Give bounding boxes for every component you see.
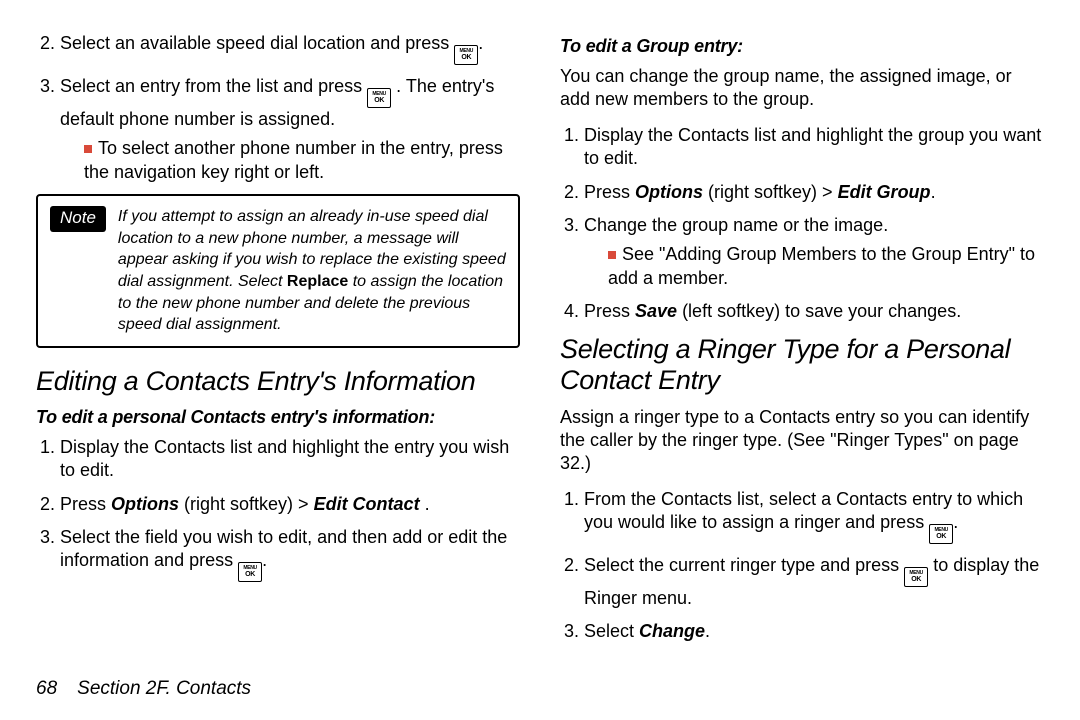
g2c: (right softkey) > <box>703 182 838 202</box>
speed-dial-steps: Select an available speed dial location … <box>36 32 520 184</box>
bullet-icon <box>608 251 616 259</box>
group-step-4: Press Save (left softkey) to save your c… <box>584 300 1044 323</box>
right-column: To edit a Group entry: You can change th… <box>560 32 1044 668</box>
g2d: Edit Group <box>838 182 931 202</box>
ringer-heading: Selecting a Ringer Type for a Personal C… <box>560 334 1044 396</box>
ringer-step-1: From the Contacts list, select a Contact… <box>584 488 1044 544</box>
group-step-1: Display the Contacts list and highlight … <box>584 124 1044 171</box>
g2a: Press <box>584 182 635 202</box>
ringer-step-3: Select Change. <box>584 620 1044 643</box>
menu-ok-icon: MENUOK <box>929 524 953 544</box>
menu-ok-icon: MENUOK <box>454 45 478 65</box>
ringer-intro: Assign a ringer type to a Contacts entry… <box>560 406 1044 476</box>
g3: Change the group name or the image. <box>584 215 888 235</box>
menu-ok-icon: MENUOK <box>904 567 928 587</box>
note-label: Note <box>50 206 106 232</box>
ringer-step-2: Select the current ringer type and press… <box>584 554 1044 610</box>
note-bold: Replace <box>287 273 348 290</box>
note-callout: Note If you attempt to assign an already… <box>36 194 520 348</box>
step-3-sub-bullet: To select another phone number in the en… <box>84 137 520 184</box>
menu-ok-icon: MENUOK <box>238 562 262 582</box>
bullet-icon <box>84 145 92 153</box>
r3a: Select <box>584 621 639 641</box>
edit-personal-subhead: To edit a personal Contacts entry's info… <box>36 407 520 428</box>
r2a: Select the current ringer type and press <box>584 555 904 575</box>
note-text: If you attempt to assign an already in-u… <box>118 206 506 336</box>
e2a: Press <box>60 494 111 514</box>
edit-step-3: Select the field you wish to edit, and t… <box>60 526 520 582</box>
section-label: Section 2F. Contacts <box>77 678 251 700</box>
edit-personal-steps: Display the Contacts list and highlight … <box>36 436 520 583</box>
menu-ok-icon: MENUOK <box>367 88 391 108</box>
step-3: Select an entry from the list and press … <box>60 75 520 184</box>
e2b: Options <box>111 494 179 514</box>
g4b: Save <box>635 301 677 321</box>
group-intro: You can change the group name, the assig… <box>560 65 1044 112</box>
r3c: . <box>705 621 710 641</box>
page-footer: 68 Section 2F. Contacts <box>36 668 1044 700</box>
e2d: Edit Contact <box>314 494 420 514</box>
edit-step-1: Display the Contacts list and highlight … <box>60 436 520 483</box>
e2c: (right softkey) > <box>179 494 314 514</box>
group-step-3: Change the group name or the image. See … <box>584 214 1044 290</box>
step-2: Select an available speed dial location … <box>60 32 520 65</box>
step-3-text-a: Select an entry from the list and press <box>60 76 367 96</box>
manual-page: Select an available speed dial location … <box>0 0 1080 720</box>
g4a: Press <box>584 301 635 321</box>
group-step-2: Press Options (right softkey) > Edit Gro… <box>584 181 1044 204</box>
r1b: . <box>953 512 958 532</box>
g4c: (left softkey) to save your changes. <box>677 301 961 321</box>
step-2-text: Select an available speed dial location … <box>60 33 454 53</box>
bullet-text: To select another phone number in the en… <box>84 138 503 181</box>
edit-group-subhead: To edit a Group entry: <box>560 36 1044 57</box>
two-column-layout: Select an available speed dial location … <box>36 32 1044 668</box>
g2e: . <box>931 182 936 202</box>
g2b: Options <box>635 182 703 202</box>
page-number: 68 <box>36 678 57 700</box>
ringer-steps: From the Contacts list, select a Contact… <box>560 488 1044 644</box>
r3b: Change <box>639 621 705 641</box>
e3a: Select the field you wish to edit, and t… <box>60 527 507 570</box>
e3b: . <box>262 550 267 570</box>
edit-group-steps: Display the Contacts list and highlight … <box>560 124 1044 324</box>
gbullet-text: See "Adding Group Members to the Group E… <box>608 244 1035 287</box>
e2e: . <box>420 494 430 514</box>
group-sub-bullet: See "Adding Group Members to the Group E… <box>608 243 1044 290</box>
left-column: Select an available speed dial location … <box>36 32 520 668</box>
editing-heading: Editing a Contacts Entry's Information <box>36 366 520 397</box>
edit-step-2: Press Options (right softkey) > Edit Con… <box>60 493 520 516</box>
